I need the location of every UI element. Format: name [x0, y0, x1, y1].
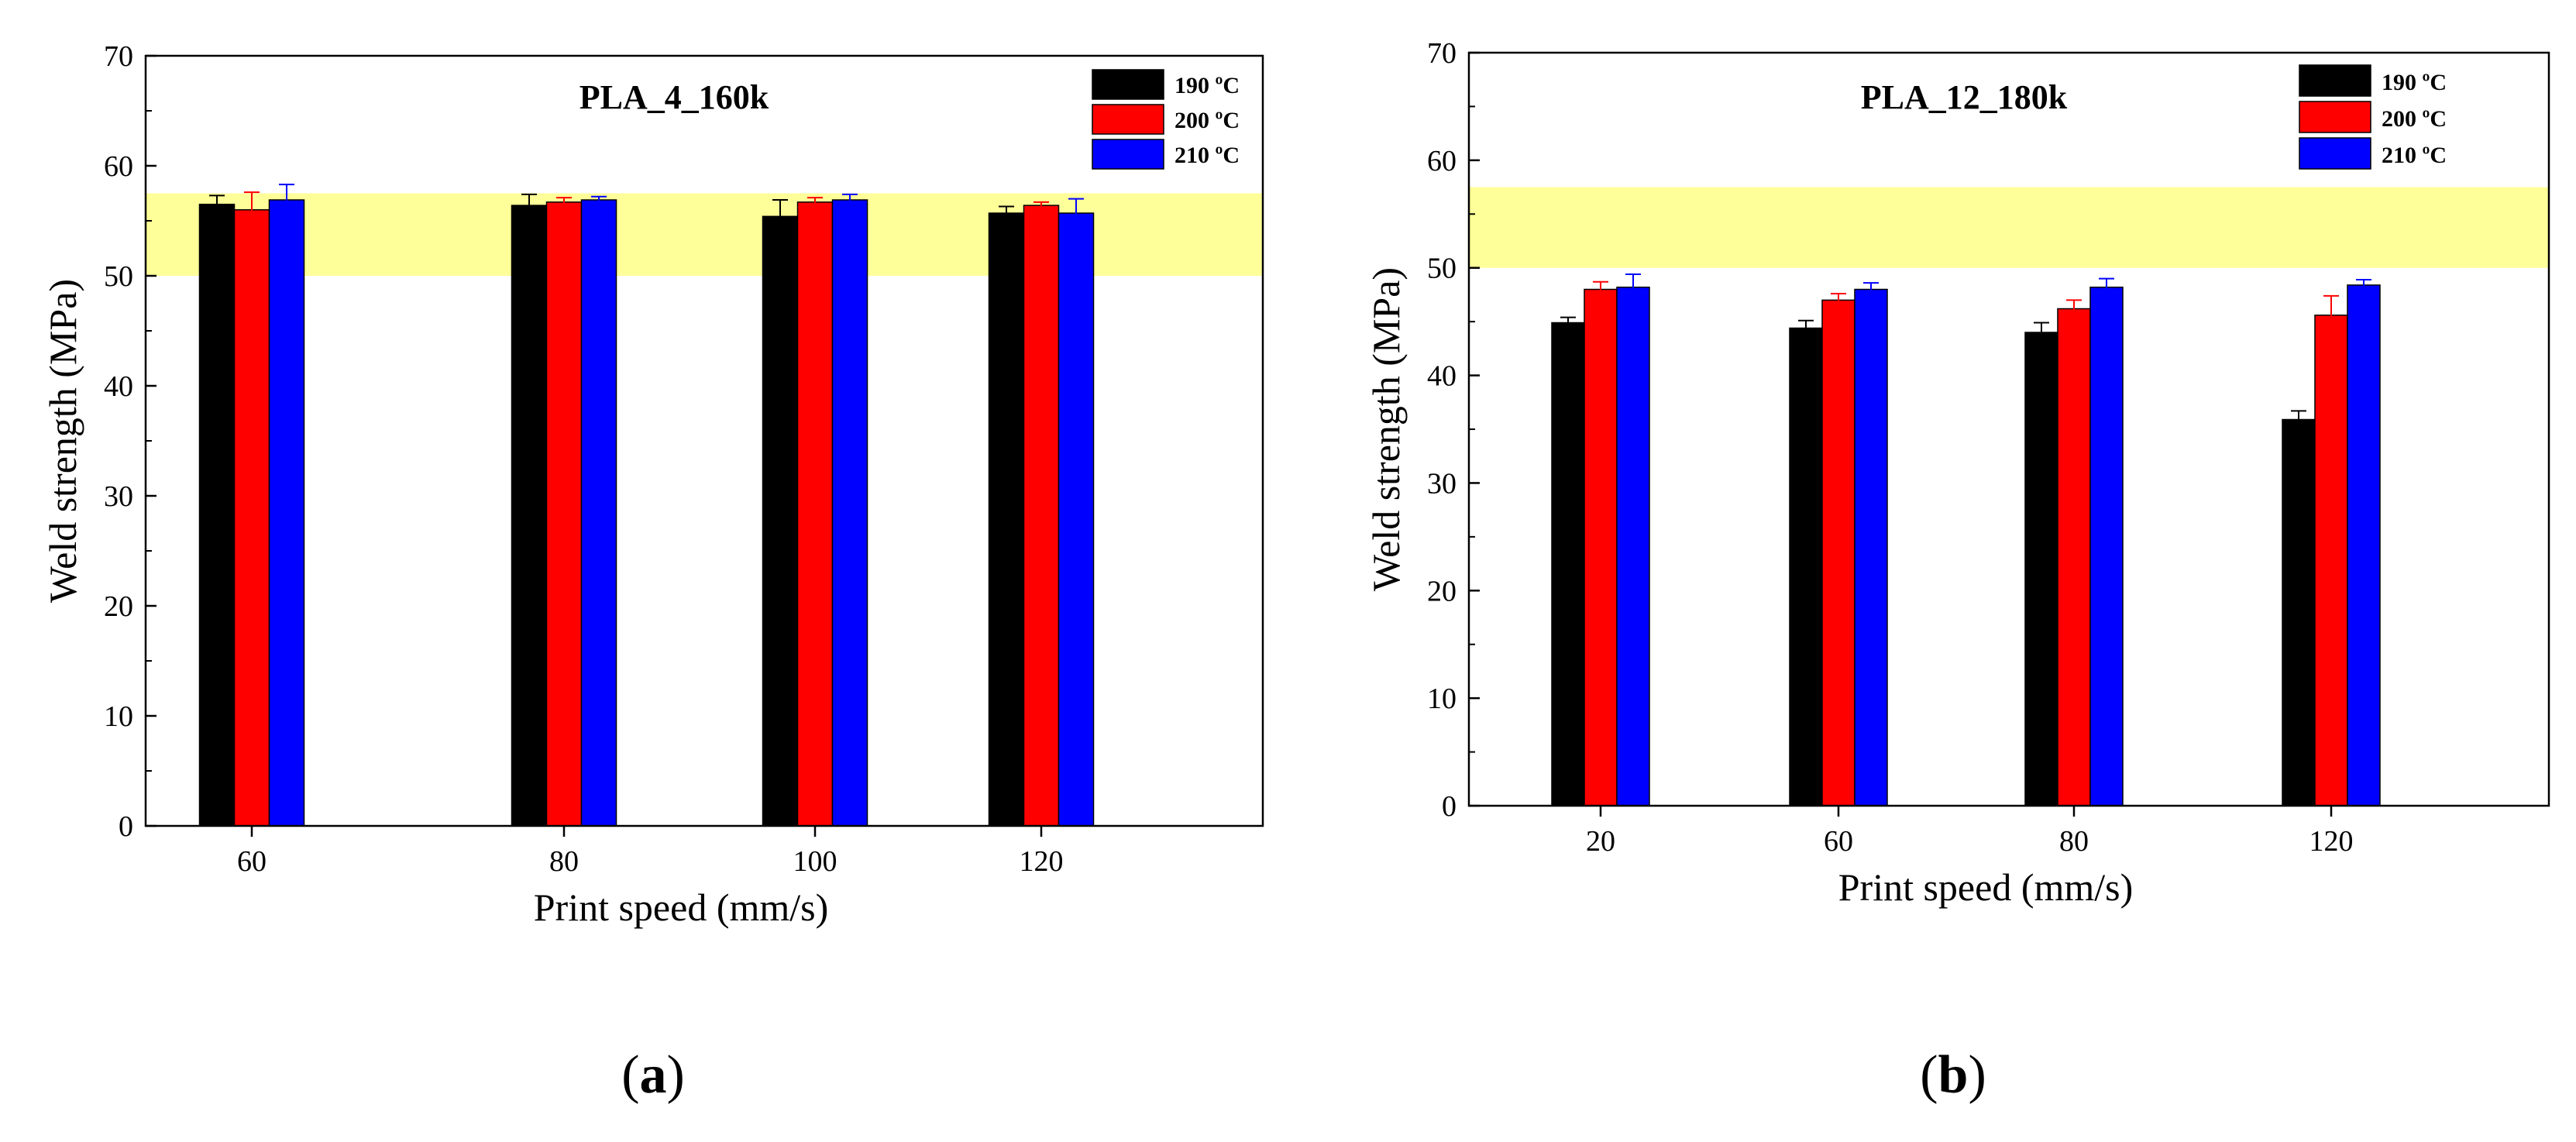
- bar: [580, 199, 617, 827]
- bar: [1789, 327, 1823, 807]
- panel-letter: a: [640, 1045, 667, 1105]
- y-tick-label: 0: [1442, 790, 1457, 823]
- bar: [796, 201, 834, 827]
- legend-swatch: [1092, 104, 1164, 135]
- y-tick-label: 60: [104, 150, 133, 183]
- y-tick-label: 70: [104, 40, 133, 73]
- chart-a: 0 10 20 30 40 50 60 70 60 80 100 120 Print speed (mm…: [41, 40, 1264, 1105]
- bar: [1821, 299, 1855, 807]
- x-tick-label: 120: [2309, 825, 2354, 858]
- bar: [2024, 332, 2058, 807]
- panel-label: (b): [1920, 1045, 1986, 1105]
- legend-swatch: [2299, 64, 2371, 97]
- y-tick-label: 50: [1427, 253, 1457, 285]
- y-tick-label: 40: [104, 370, 133, 403]
- bar: [511, 205, 548, 827]
- legend-entry: 200 ºC: [1175, 108, 1240, 133]
- legend-swatch: [1092, 139, 1164, 170]
- x-tick-label: 100: [793, 845, 837, 878]
- x-axis-title: Print speed (mm/s): [1838, 865, 2134, 909]
- bar: [233, 209, 270, 827]
- bar: [831, 199, 868, 827]
- bar: [2089, 286, 2124, 807]
- legend-swatch: [2299, 137, 2371, 170]
- bar: [2314, 315, 2348, 807]
- bar: [1551, 322, 1585, 807]
- x-tick-label: 20: [1586, 825, 1615, 858]
- legend-entry: 190 ºC: [1175, 73, 1240, 98]
- panel-letter: b: [1938, 1045, 1969, 1105]
- y-tick-label: 50: [104, 260, 133, 293]
- y-tick-label: 30: [104, 480, 133, 513]
- y-tick-label: 70: [1427, 37, 1457, 70]
- chart-b: 0 10 20 30 40 50 60 70 20 60 80 120 Print speed (mm/…: [1364, 37, 2550, 1105]
- y-tick-label: 20: [1427, 575, 1457, 607]
- bar: [198, 203, 236, 827]
- y-tick-label: 20: [104, 590, 133, 623]
- x-tick-label: 80: [2059, 825, 2089, 858]
- bar: [762, 215, 799, 827]
- bar: [2347, 284, 2381, 807]
- legend-swatch: [1092, 69, 1164, 100]
- bar: [1058, 212, 1095, 827]
- bar: [988, 212, 1025, 827]
- x-tick-label: 120: [1020, 845, 1064, 878]
- bar: [1584, 288, 1618, 807]
- reference-band: [146, 193, 1263, 276]
- plot-frame: [144, 54, 1264, 827]
- bar: [268, 199, 305, 827]
- y-tick-label: 10: [1427, 683, 1457, 715]
- x-axis-title: Print speed (mm/s): [534, 886, 829, 929]
- legend-entry: 200 ºC: [2382, 106, 2447, 132]
- panel-label: (a): [621, 1045, 685, 1105]
- bar: [2282, 418, 2316, 807]
- bar: [1616, 286, 1650, 807]
- reference-band: [1469, 187, 2549, 268]
- bar: [1023, 205, 1060, 827]
- bar: [1854, 288, 1888, 807]
- y-axis-title: Weld strength (MPa): [41, 279, 84, 603]
- legend-entry: 210 ºC: [1175, 143, 1240, 168]
- chart-title: PLA_4_160k: [580, 78, 769, 116]
- bar: [545, 201, 583, 827]
- y-axis-title: Weld strength (MPa): [1364, 267, 1408, 591]
- y-tick-label: 0: [119, 810, 133, 843]
- x-tick-label: 60: [1824, 825, 1853, 858]
- legend-entry: 210 ºC: [2382, 143, 2447, 168]
- x-tick-label: 60: [237, 845, 267, 878]
- legend-entry: 190 ºC: [2382, 70, 2447, 95]
- y-tick-label: 30: [1427, 467, 1457, 500]
- chart-title: PLA_12_180k: [1861, 78, 2068, 116]
- legend-swatch: [2299, 101, 2371, 133]
- x-tick-label: 80: [549, 845, 579, 878]
- bar: [2057, 308, 2091, 807]
- y-tick-label: 60: [1427, 145, 1457, 177]
- y-tick-label: 40: [1427, 360, 1457, 393]
- y-tick-label: 10: [104, 700, 133, 733]
